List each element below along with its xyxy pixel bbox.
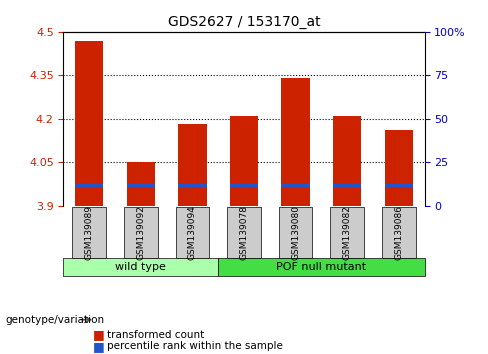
Text: transformed count: transformed count [107, 330, 204, 339]
Text: percentile rank within the sample: percentile rank within the sample [107, 341, 283, 351]
Text: GSM139080: GSM139080 [291, 205, 300, 260]
Bar [75, 184, 103, 187]
FancyBboxPatch shape [124, 207, 158, 258]
Bar [282, 184, 310, 187]
Text: GSM139086: GSM139086 [394, 205, 403, 260]
Bar [230, 184, 258, 187]
FancyBboxPatch shape [330, 207, 364, 258]
Bar [230, 116, 258, 206]
Bar [333, 184, 361, 187]
Text: GSM139089: GSM139089 [85, 205, 94, 260]
Bar [385, 130, 413, 206]
Text: GSM139082: GSM139082 [343, 205, 352, 260]
Text: POF null mutant: POF null mutant [276, 262, 366, 272]
FancyBboxPatch shape [382, 207, 416, 258]
Text: ■: ■ [93, 328, 104, 341]
FancyBboxPatch shape [73, 207, 106, 258]
Text: wild type: wild type [115, 262, 166, 272]
Bar [333, 116, 361, 206]
Bar [178, 125, 206, 206]
FancyBboxPatch shape [227, 207, 261, 258]
Text: GSM139094: GSM139094 [188, 205, 197, 260]
FancyBboxPatch shape [176, 207, 209, 258]
Bar [385, 184, 413, 187]
FancyBboxPatch shape [218, 258, 425, 276]
Title: GDS2627 / 153170_at: GDS2627 / 153170_at [168, 16, 320, 29]
Text: genotype/variation: genotype/variation [5, 315, 104, 325]
FancyBboxPatch shape [279, 207, 312, 258]
Text: GSM139092: GSM139092 [136, 205, 145, 260]
Bar [178, 184, 206, 187]
Text: ■: ■ [93, 340, 104, 353]
Bar [127, 184, 155, 187]
Bar [75, 41, 103, 206]
FancyBboxPatch shape [63, 258, 218, 276]
Bar [127, 162, 155, 206]
Bar [282, 78, 310, 206]
Text: GSM139078: GSM139078 [240, 205, 248, 260]
